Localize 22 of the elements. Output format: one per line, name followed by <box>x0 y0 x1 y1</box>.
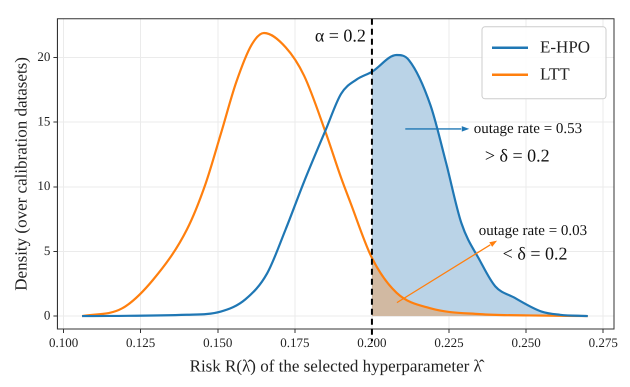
annotation: outage rate = 0.53 <box>474 120 582 137</box>
annotation: < δ = 0.2 <box>502 243 568 264</box>
x-tick-label: 0.150 <box>203 335 232 350</box>
x-tick-label: 0.200 <box>357 335 387 350</box>
annotation: > δ = 0.2 <box>484 146 550 166</box>
y-tick-label: 10 <box>37 178 50 194</box>
y-tick-label: 15 <box>37 114 50 129</box>
x-tick-label: 0.225 <box>434 335 464 350</box>
x-tick-label: 0.175 <box>280 335 310 350</box>
y-tick-label: 5 <box>44 242 50 258</box>
x-tick-label: 0.100 <box>48 335 78 350</box>
x-tick-label: 0.275 <box>588 335 618 350</box>
legend-label: LTT <box>540 64 570 84</box>
y-tick-label: 20 <box>37 48 50 64</box>
y-axis-title: Density (over calibration datasets) <box>12 57 31 291</box>
x-tick-label: 0.125 <box>126 335 156 350</box>
x-axis-title: Risk R(λ̂) of the selected hyperparameter λ̂ <box>190 356 485 376</box>
x-tick-label: 0.250 <box>511 335 541 350</box>
ref-line-label: α = 0.2 <box>314 26 366 46</box>
legend-label: E-HPO <box>540 37 590 56</box>
annotation: outage rate = 0.03 <box>478 223 588 240</box>
y-tick-label: 0 <box>44 307 50 322</box>
